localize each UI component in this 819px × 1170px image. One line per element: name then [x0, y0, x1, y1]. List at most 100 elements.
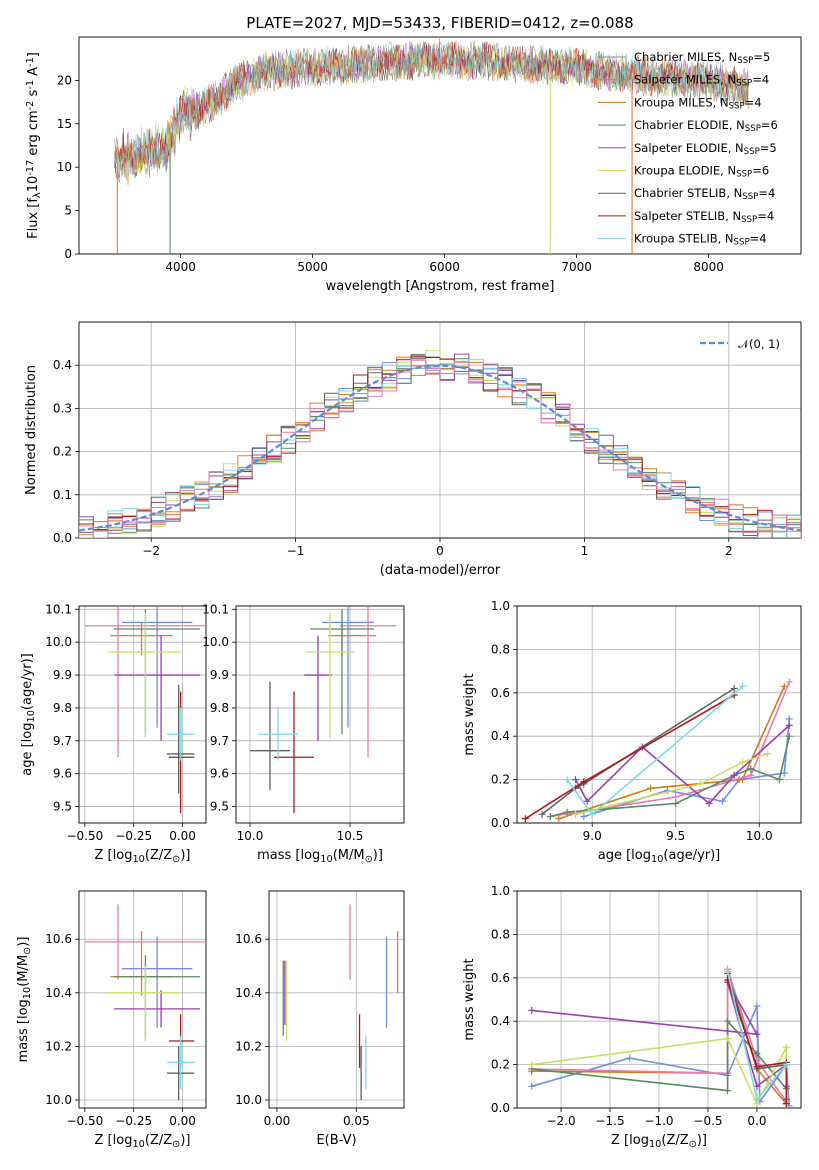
- x-tick-label: 9.0: [583, 829, 602, 843]
- x-tick-label: 5000: [297, 260, 328, 274]
- x-tick-label: 10.5: [337, 829, 364, 843]
- legend-entry: Salpeter MILES, NSSP​=4: [634, 73, 769, 89]
- label-text: (Z/Z: [661, 1133, 688, 1148]
- label-text: 10: [26, 176, 41, 193]
- gaussian-curve: [79, 364, 801, 532]
- x-axis-label: Z [log10​(Z/Z⊙​)]: [95, 1133, 191, 1150]
- y-tick-label: 0.2: [491, 773, 510, 787]
- marker: [563, 808, 571, 816]
- x-tick-label: −2.0: [546, 1114, 575, 1128]
- legend-entry: Chabrier MILES, NSSP​=5: [634, 50, 770, 66]
- y-tick-label: 9.5: [210, 800, 229, 814]
- label-text: =4: [745, 95, 762, 109]
- label-text: Chabrier MILES, N: [634, 50, 737, 64]
- subscript: 10: [651, 854, 663, 865]
- errorbars: [84, 904, 206, 1100]
- label-text: =4: [750, 232, 767, 246]
- label-text: Kroupa ELODIE, N: [634, 164, 736, 178]
- axes-frame: [235, 605, 405, 824]
- legend-entry: Chabrier STELIB, NSSP​=4: [634, 186, 775, 202]
- subscript: λ: [32, 192, 43, 198]
- y-tick-label: 0.8: [491, 927, 510, 941]
- errorbars: [282, 904, 399, 1100]
- marker: [747, 771, 755, 779]
- marker: [724, 1017, 732, 1025]
- legend-entry: Kroupa STELIB, NSSP​=4: [634, 232, 767, 248]
- subscript: ⊙: [689, 1139, 697, 1150]
- y-tick-label: 9.9: [210, 668, 229, 682]
- y-tick-label: 0.6: [491, 686, 510, 700]
- y-tick-label: 9.8: [210, 701, 229, 715]
- x-tick-label: 1: [581, 544, 589, 558]
- marker: [730, 684, 738, 692]
- spectrum-series: [114, 40, 749, 185]
- label-text: (age/yr)]: [663, 848, 720, 863]
- y-tick-label: 0.2: [53, 445, 72, 459]
- subscript: 10: [649, 1139, 661, 1150]
- y-tick-label: 0.6: [491, 971, 510, 985]
- x-tick-label: −1: [287, 544, 305, 558]
- y-tick-label: 10.2: [45, 1039, 72, 1053]
- legend-entry: Salpeter STELIB, NSSP​=4: [634, 209, 774, 225]
- marker: [775, 776, 783, 784]
- y-axis-label: Flux [fλ​10-17​ erg cm-2​ s-1​ A-1​]: [25, 52, 43, 239]
- y-tick-label: 9.5: [53, 800, 72, 814]
- label-text: Normed distribution: [24, 365, 39, 495]
- marker: [753, 1002, 761, 1010]
- label-text: Kroupa MILES, N: [634, 95, 729, 109]
- y-tick-label: 0.2: [491, 1058, 510, 1072]
- marker: [730, 771, 738, 779]
- subscript: 10: [320, 854, 332, 865]
- marker: [580, 812, 588, 820]
- x-tick-label: −2: [142, 544, 160, 558]
- marker: [697, 780, 705, 788]
- marker: [764, 750, 772, 758]
- y-tick-label: 9.7: [53, 734, 72, 748]
- superscript: -2: [25, 101, 36, 111]
- y-tick-label: 10.0: [45, 1093, 72, 1107]
- marker: [626, 1054, 634, 1062]
- axes-frame: [78, 321, 802, 539]
- x-tick-label: 0.00: [169, 829, 196, 843]
- legend-entry: Kroupa MILES, NSSP​=4: [634, 95, 762, 111]
- axes-frame: [78, 890, 207, 1109]
- y-tick-label: 10.2: [235, 1039, 262, 1053]
- label-text: Chabrier ELODIE, N: [634, 118, 745, 132]
- marker: [588, 810, 596, 818]
- label-text: Z [log: [95, 1133, 133, 1148]
- x-tick-label: 6000: [429, 260, 460, 274]
- marker: [571, 776, 579, 784]
- x-axis-label: mass [log10​(M/M⊙​)]: [257, 848, 383, 865]
- marker: [753, 1050, 761, 1058]
- label-text: mass [log: [16, 999, 31, 1062]
- y-tick-label: 10.1: [45, 602, 72, 616]
- marker: [785, 721, 793, 729]
- y-tick-label: 9.7: [210, 734, 229, 748]
- subscript: 10: [132, 1139, 144, 1150]
- weight-series: [558, 685, 786, 820]
- label-text: mass weight: [462, 673, 477, 755]
- subscript: ⊙: [172, 1139, 180, 1150]
- label-text: A: [26, 67, 41, 80]
- label-text: =5: [760, 141, 777, 155]
- y-axis-label: Normed distribution: [24, 365, 39, 495]
- y-tick-label: 1.0: [491, 884, 510, 898]
- x-axis-label: age [log10​(age/yr)]: [598, 848, 721, 865]
- label-text: Salpeter MILES, N: [634, 73, 736, 87]
- axes-frame: [78, 605, 207, 824]
- y-tick-label: 10.6: [45, 932, 72, 946]
- errorbars: [250, 606, 396, 814]
- y-tick-label: 10.6: [235, 932, 262, 946]
- y-tick-label: 0.4: [491, 1014, 510, 1028]
- subscript: SSP: [729, 102, 745, 112]
- superscript: -17: [25, 160, 36, 176]
- y-tick-label: 9.9: [53, 668, 72, 682]
- histograms: [79, 350, 801, 538]
- y-tick-label: 10.0: [202, 635, 229, 649]
- label-text: (M/M: [16, 955, 31, 987]
- marker: [782, 1043, 790, 1051]
- marker: [672, 793, 680, 801]
- label-text: )]: [16, 937, 31, 947]
- label-text: age [log: [598, 848, 651, 863]
